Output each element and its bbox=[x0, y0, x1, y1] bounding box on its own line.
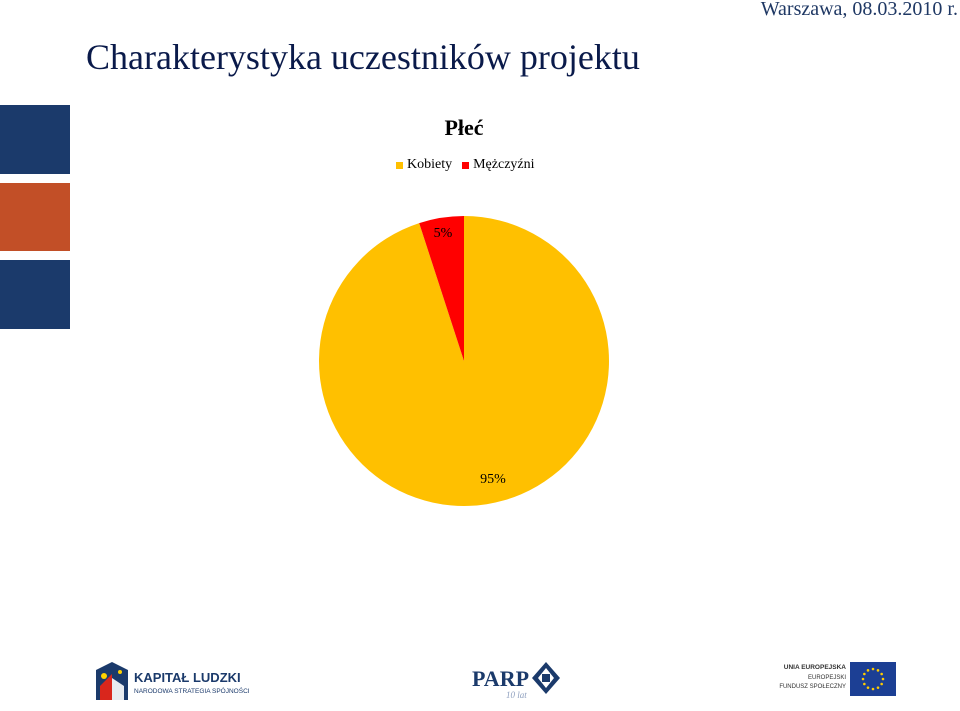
kapital-ludzki-emblem-icon bbox=[96, 662, 128, 700]
kapital-ludzki-title: KAPITAŁ LUDZKI bbox=[134, 670, 241, 685]
eu-star bbox=[863, 682, 866, 686]
ue-line3: FUNDUSZ SPOŁECZNY bbox=[779, 684, 846, 690]
legend-swatch-kobiety bbox=[396, 161, 403, 169]
pie-slice-mezczyzni bbox=[419, 216, 464, 361]
eu-star bbox=[866, 686, 870, 689]
parp-emblem-icon bbox=[532, 662, 560, 694]
legend-label-mezczyzni: Mężczyźni bbox=[473, 157, 535, 172]
eu-star bbox=[876, 686, 880, 689]
eu-star bbox=[861, 677, 865, 681]
parp-subtitle: 10 lat bbox=[506, 690, 527, 700]
pie-label-mezczyzni: 5% bbox=[434, 226, 453, 241]
ue-line1: UNIA EUROPEJSKA bbox=[783, 664, 846, 671]
parp-logo: PARP 10 lat bbox=[470, 660, 566, 704]
ue-line2: EUROPEJSKI bbox=[807, 675, 846, 681]
eu-star bbox=[871, 667, 875, 671]
parp-title: PARP bbox=[472, 666, 530, 691]
pie-chart: 95% 5% bbox=[319, 216, 610, 506]
ue-logo: UNIA EUROPEJSKA EUROPEJSKI FUNDUSZ SPOŁE… bbox=[768, 662, 896, 698]
side-block-orange bbox=[0, 183, 70, 251]
chart-legend: Kobiety Mężczyźni bbox=[396, 157, 535, 173]
eu-star bbox=[876, 669, 880, 672]
eu-star bbox=[880, 672, 883, 676]
side-block-navy-top bbox=[0, 105, 70, 174]
footer-logos: KAPITAŁ LUDZKI NARODOWA STRATEGIA SPÓJNO… bbox=[0, 650, 960, 708]
chart-title: Płeć bbox=[444, 115, 484, 140]
eu-star bbox=[871, 687, 875, 691]
eu-star bbox=[881, 677, 885, 681]
side-block-navy-bottom bbox=[0, 260, 70, 329]
slide-title: Charakterystyka uczestników projektu bbox=[86, 37, 640, 77]
legend-item-mezczyzni: Mężczyźni bbox=[462, 157, 535, 173]
eu-star bbox=[863, 672, 866, 676]
kapital-ludzki-subtitle: NARODOWA STRATEGIA SPÓJNOŚCI bbox=[134, 688, 250, 695]
eu-star bbox=[880, 682, 883, 686]
pie-slice-kobiety bbox=[319, 216, 610, 506]
eu-flag-icon bbox=[850, 662, 896, 696]
eu-star bbox=[866, 669, 870, 672]
kapital-ludzki-logo: KAPITAŁ LUDZKI NARODOWA STRATEGIA SPÓJNO… bbox=[92, 656, 252, 706]
slide-date: Warszawa, 08.03.2010 r. bbox=[760, 0, 958, 20]
legend-label-kobiety: Kobiety bbox=[407, 157, 453, 172]
legend-swatch-mezczyzni bbox=[462, 161, 470, 169]
pie-label-kobiety: 95% bbox=[480, 472, 506, 487]
legend-item-kobiety: Kobiety bbox=[396, 157, 452, 173]
